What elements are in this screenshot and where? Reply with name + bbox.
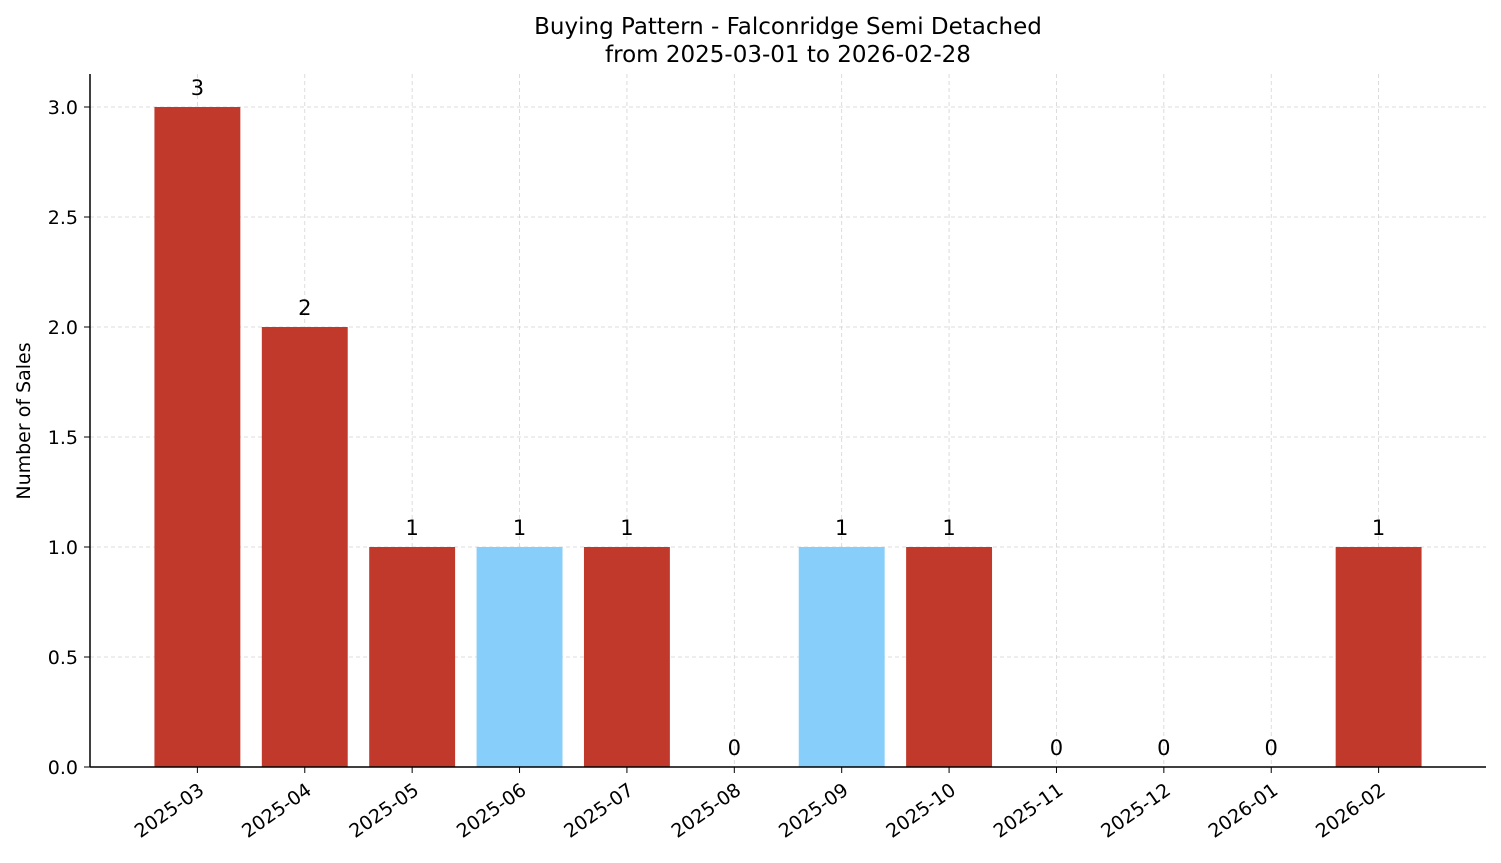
x-tick-label: 2025-07 bbox=[560, 779, 638, 843]
data-label: 1 bbox=[620, 516, 633, 540]
y-tick-label: 0.5 bbox=[48, 647, 78, 669]
y-tick-label: 0.0 bbox=[48, 757, 78, 779]
y-tick-label: 1.0 bbox=[48, 537, 78, 559]
x-tick-label: 2026-01 bbox=[1204, 779, 1282, 843]
data-label: 1 bbox=[405, 516, 418, 540]
y-tick-label: 3.0 bbox=[48, 97, 78, 119]
bar bbox=[476, 547, 563, 767]
bar bbox=[583, 547, 670, 767]
bar bbox=[906, 547, 993, 767]
x-tick-label: 2026-02 bbox=[1312, 779, 1390, 843]
data-label: 0 bbox=[728, 736, 741, 760]
x-tick-label: 2025-03 bbox=[131, 779, 209, 843]
x-tick-label: 2025-12 bbox=[1097, 779, 1175, 843]
x-tick-label: 2025-08 bbox=[668, 779, 746, 843]
x-tick-label: 2025-10 bbox=[882, 779, 960, 843]
data-label: 0 bbox=[1157, 736, 1170, 760]
bar bbox=[369, 547, 456, 767]
x-tick-label: 2025-05 bbox=[345, 779, 423, 843]
data-label: 1 bbox=[835, 516, 848, 540]
bar bbox=[1335, 547, 1422, 767]
bar bbox=[798, 547, 885, 767]
data-label: 1 bbox=[1372, 516, 1385, 540]
chart-subtitle: from 2025-03-01 to 2026-02-28 bbox=[605, 42, 971, 68]
data-label: 3 bbox=[191, 76, 204, 100]
x-tick-label: 2025-04 bbox=[238, 779, 316, 843]
data-label: 0 bbox=[1265, 736, 1278, 760]
data-label: 2 bbox=[298, 296, 311, 320]
y-axis-label: Number of Sales bbox=[13, 342, 35, 499]
y-tick-label: 2.5 bbox=[48, 207, 78, 229]
y-tick-label: 1.5 bbox=[48, 427, 78, 449]
y-tick-label: 2.0 bbox=[48, 317, 78, 339]
data-label: 1 bbox=[513, 516, 526, 540]
data-label: 0 bbox=[1050, 736, 1063, 760]
bar bbox=[261, 327, 348, 767]
bar bbox=[154, 107, 241, 767]
chart-title: Buying Pattern - Falconridge Semi Detach… bbox=[534, 14, 1042, 40]
x-tick-label: 2025-06 bbox=[453, 779, 531, 843]
x-tick-label: 2025-09 bbox=[775, 779, 853, 843]
data-label: 1 bbox=[942, 516, 955, 540]
x-tick-label: 2025-11 bbox=[990, 779, 1068, 843]
